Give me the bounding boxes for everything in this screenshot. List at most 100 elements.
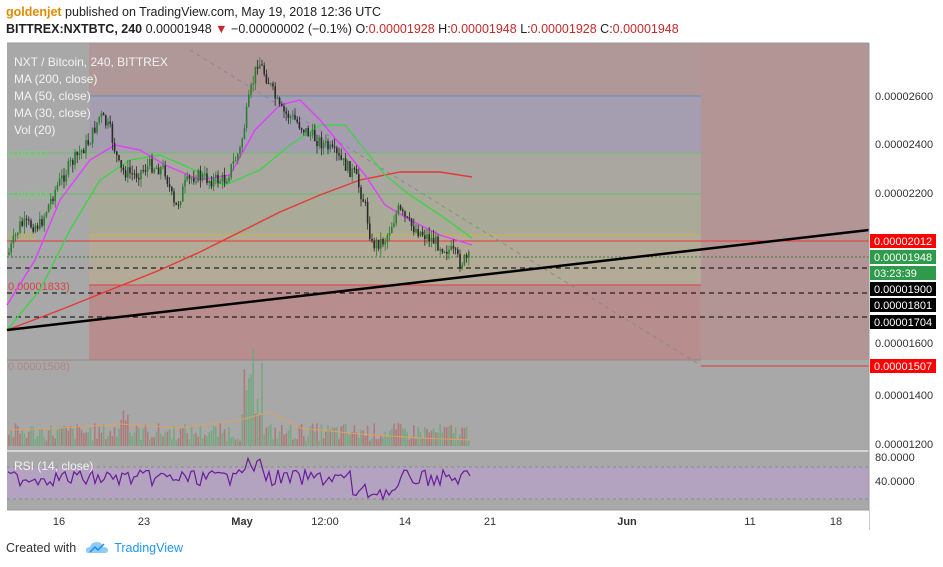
candle-body — [426, 234, 428, 239]
volume-bar — [384, 431, 386, 446]
volume-bar — [155, 431, 158, 446]
footer: Created with TradingView — [6, 541, 183, 555]
candle-body — [320, 137, 323, 149]
price-label-box — [870, 298, 936, 312]
volume-bar — [239, 440, 241, 446]
candle-body — [182, 186, 184, 202]
volume-bar — [41, 428, 43, 446]
candle-body — [272, 83, 274, 87]
candle-body — [223, 174, 226, 184]
candle-body — [362, 199, 364, 202]
candle-body — [375, 239, 378, 249]
candle-body — [267, 83, 270, 85]
volume-bar — [162, 436, 164, 446]
ascending-trendline[interactable] — [6, 228, 870, 332]
candlesticks[interactable] — [8, 57, 470, 272]
candle-body — [199, 170, 202, 180]
candle-body — [448, 249, 450, 254]
high-value: 0.00001948 — [450, 22, 517, 36]
candle-body — [164, 165, 166, 177]
volume-bar — [281, 424, 283, 446]
high-label: H: — [438, 22, 451, 36]
candle-body — [410, 218, 413, 227]
candle-body — [311, 129, 314, 136]
volume-bar — [435, 432, 437, 446]
volume-bar — [98, 426, 100, 446]
volume-bar — [428, 432, 430, 446]
volume-bar — [19, 433, 21, 446]
volume-bar — [450, 425, 452, 446]
volume-bar — [177, 438, 180, 446]
volume-bar — [303, 435, 305, 446]
volume-bars — [6, 349, 471, 446]
time-tick-label: 21 — [484, 516, 496, 528]
publisher-username[interactable]: goldenjet — [6, 5, 62, 19]
legend-ma200[interactable]: MA (200, close) — [14, 72, 98, 86]
volume-bar — [322, 438, 325, 446]
volume-bar — [432, 428, 435, 446]
volume-bar — [54, 438, 56, 446]
time-axis[interactable] — [7, 510, 869, 530]
volume-bar — [338, 438, 340, 446]
candle-body — [149, 158, 151, 166]
candle-body — [21, 221, 23, 226]
volume-bar — [463, 428, 466, 446]
symbol-name: BITTREX:NXTBTC, 240 — [6, 22, 143, 36]
candle-body — [129, 167, 131, 174]
candle-body — [83, 150, 85, 154]
volume-bar — [78, 426, 81, 446]
volume-bar — [276, 438, 279, 446]
time-tick-label: 11 — [744, 516, 755, 528]
candle-body — [446, 251, 448, 254]
legend-ma30[interactable]: MA (30, close) — [14, 106, 91, 120]
volume-bar — [127, 414, 129, 446]
candle-body — [36, 225, 39, 229]
low-value: 0.00001928 — [530, 22, 597, 36]
volume-bar — [426, 429, 428, 446]
volume-bar — [168, 429, 171, 446]
candle-body — [285, 111, 287, 114]
candle-body — [459, 253, 461, 268]
candle-body — [406, 216, 408, 218]
legend-rsi[interactable]: RSI (14, close) — [14, 459, 94, 473]
candle-body — [402, 209, 404, 212]
volume-bar — [28, 431, 30, 446]
volume-bar — [113, 427, 116, 446]
open-value: 0.00001928 — [368, 22, 435, 36]
fib-zone-red — [89, 285, 701, 360]
volume-bar — [360, 430, 362, 446]
fib-label-1833: 0.00001833) — [8, 281, 70, 293]
fib-zone-top — [89, 43, 701, 96]
fib-label-2044: 0.000 — [8, 231, 36, 243]
legend-volume[interactable]: Vol (20) — [14, 123, 56, 137]
candle-body — [41, 219, 43, 226]
candle-body — [201, 174, 204, 180]
price-chart[interactable]: 0.00002 0.00002197 0.000 0.00001833) 0.0… — [0, 0, 943, 535]
volume-bar — [109, 431, 111, 446]
volume-bar — [197, 436, 199, 446]
candle-body — [307, 127, 309, 137]
candle-body — [76, 151, 78, 156]
candle-body — [175, 202, 177, 205]
time-tick-label: Jun — [617, 516, 637, 528]
volume-bar — [278, 431, 281, 446]
volume-bar — [375, 439, 378, 446]
volume-bar — [446, 427, 448, 446]
volume-bar — [417, 427, 419, 446]
candle-body — [208, 180, 210, 184]
legend-title[interactable]: NXT / Bitcoin, 240, BITTREX — [14, 55, 168, 69]
volume-bar — [283, 434, 285, 446]
volume-bar — [454, 427, 457, 446]
candle-body — [322, 142, 325, 149]
candle-body — [265, 74, 268, 84]
volume-bar — [212, 425, 215, 446]
volume-bar — [215, 426, 217, 446]
tradingview-link[interactable]: TradingView — [114, 541, 183, 555]
volume-bar — [219, 423, 221, 446]
volume-bar — [316, 423, 318, 446]
volume-bar — [217, 436, 219, 446]
volume-bar — [234, 439, 237, 446]
legend-ma50[interactable]: MA (50, close) — [14, 89, 91, 103]
candle-body — [43, 216, 45, 226]
volume-bar — [393, 423, 395, 446]
